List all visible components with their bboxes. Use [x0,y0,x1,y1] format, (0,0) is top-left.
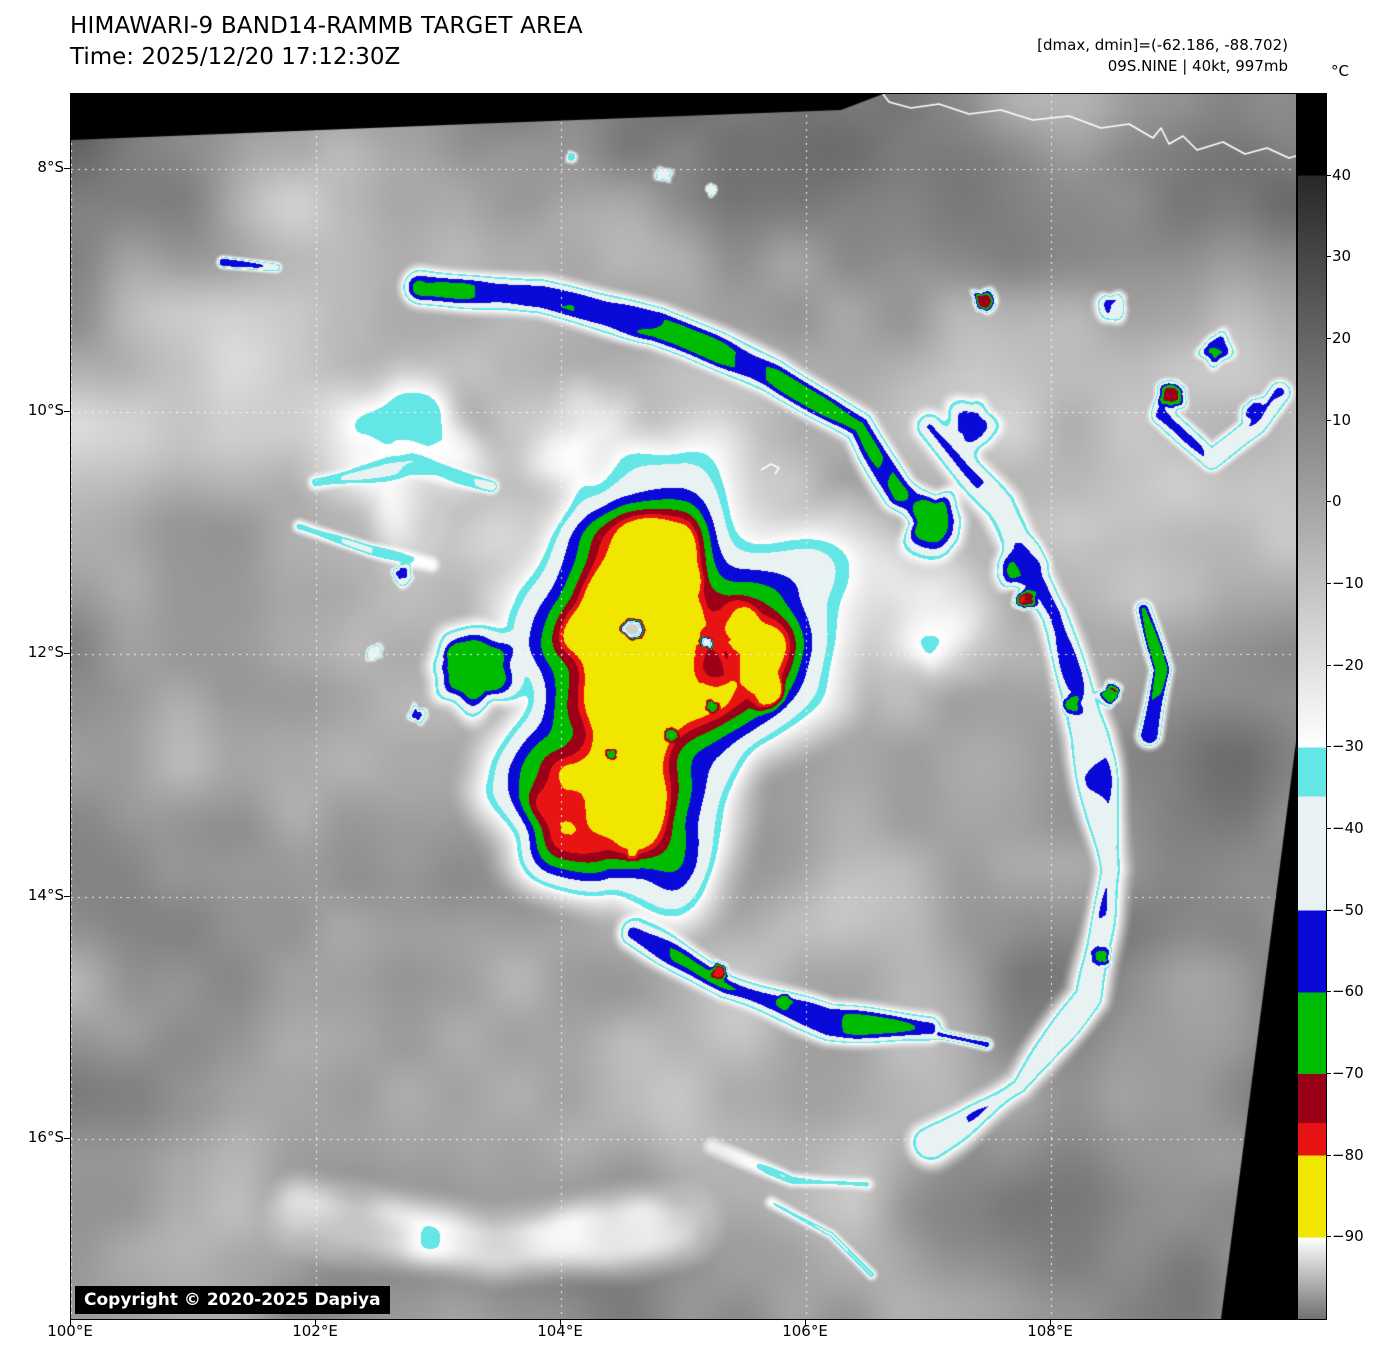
colorbar-tick-label: −50 [1332,900,1364,919]
colorbar-tick-mark [1326,256,1331,258]
colorbar [1297,93,1327,1320]
colorbar-tick-mark [1326,583,1331,584]
colorbar-tick-label: −70 [1332,1064,1364,1082]
lon-label: 102°E [292,1322,338,1340]
lat-label: 10°S [27,400,64,419]
colorbar-tick-mark [1326,501,1331,503]
colorbar-tick-mark [1326,991,1331,993]
colorbar-tick-label: 20 [1332,329,1352,347]
colorbar-tick-label: 0 [1332,492,1342,511]
lon-label: 104°E [537,1322,583,1340]
satellite-canvas [71,94,1296,1319]
lon-tick-mark [805,1320,806,1326]
colorbar-tick-label: 40 [1332,165,1352,184]
colorbar-tick-label: 10 [1332,410,1352,429]
colorbar-tick-mark [1326,338,1331,339]
lon-label: 108°E [1027,1322,1073,1340]
colorbar-tick-mark [1326,1236,1331,1238]
page-title: HIMAWARI-9 BAND14-RAMMB TARGET AREA [70,13,583,39]
lat-tick-mark [64,1138,70,1140]
timestamp-line: Time: 2025/12/20 17:12:30Z [70,44,401,70]
lon-tick-mark [315,1320,316,1326]
colorbar-tick-label: −40 [1332,819,1364,837]
colorbar-tick-mark [1326,1154,1331,1156]
lon-tick-mark [70,1320,71,1326]
colorbar-tick-mark [1326,419,1331,421]
lat-tick-mark [64,410,70,412]
colorbar-tick-label: −80 [1332,1145,1364,1164]
colorbar-tick-label: −10 [1332,574,1364,592]
dmax-dmin-readout: [dmax, dmin]=(-62.186, -88.702) [1037,36,1288,54]
colorbar-gradient [1298,94,1326,1319]
lon-tick-mark [1050,1320,1051,1326]
lat-tick-mark [64,895,70,897]
colorbar-tick-mark [1326,1073,1331,1074]
lat-label: 14°S [27,885,64,904]
colorbar-tick-label: −30 [1332,737,1364,756]
colorbar-tick-label: −90 [1332,1227,1364,1246]
colorbar-tick-label: −20 [1332,655,1364,674]
colorbar-tick-mark [1326,746,1331,748]
lat-label: 8°S [37,158,64,177]
map-frame: Copyright © 2020-2025 Dapiya [70,93,1297,1320]
storm-info: 09S.NINE | 40kt, 997mb [1107,57,1288,75]
colorbar-tick-mark [1326,828,1331,829]
colorbar-unit-label: °C [1331,62,1349,80]
lon-tick-mark [560,1320,561,1326]
lon-label: 106°E [782,1322,828,1340]
colorbar-tick-mark [1326,664,1331,666]
copyright-badge: Copyright © 2020-2025 Dapiya [75,1286,390,1314]
lat-tick-mark [64,653,70,655]
colorbar-tick-mark [1326,174,1331,176]
lat-label: 12°S [27,643,64,662]
lat-tick-mark [64,168,70,170]
lat-label: 16°S [27,1128,64,1147]
lon-label: 100°E [47,1322,93,1340]
colorbar-tick-label: 30 [1332,247,1352,266]
colorbar-tick-label: −60 [1332,982,1364,1001]
colorbar-tick-mark [1326,909,1331,911]
